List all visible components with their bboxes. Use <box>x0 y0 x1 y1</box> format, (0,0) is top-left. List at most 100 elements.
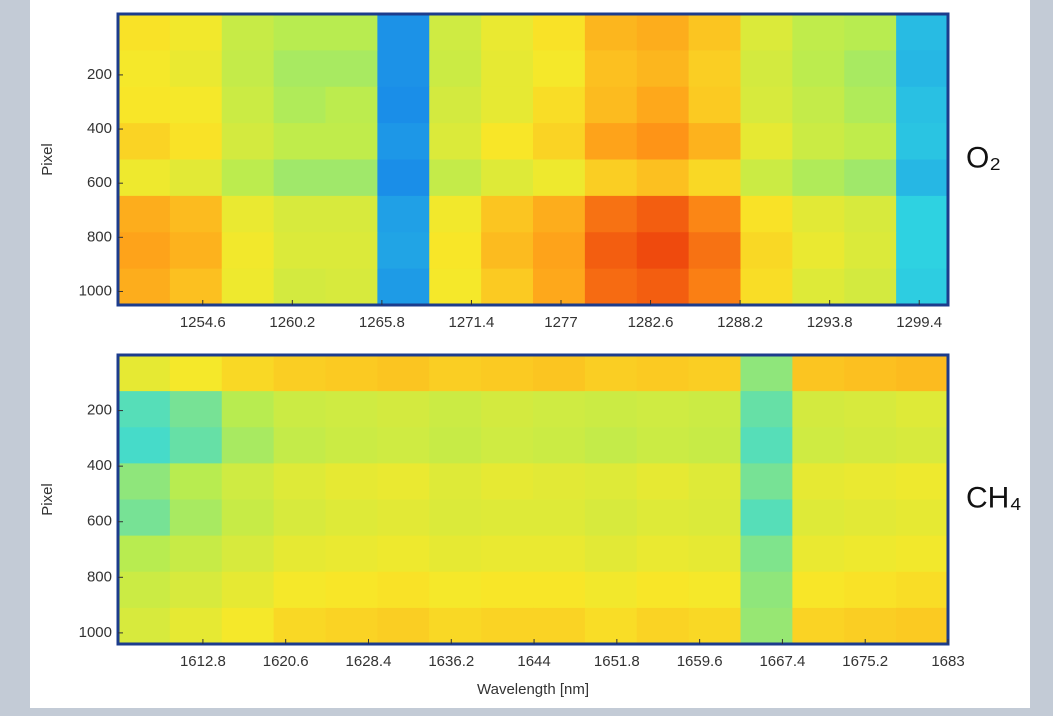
heat-cell <box>844 268 897 306</box>
heat-cell <box>221 535 275 573</box>
heat-cell <box>325 499 378 537</box>
heat-cell <box>896 607 949 645</box>
heat-cell <box>169 195 223 233</box>
heat-cell <box>429 195 482 233</box>
heat-cell <box>740 123 793 160</box>
heat-cell <box>896 159 949 197</box>
heat-cell <box>844 195 897 233</box>
heat-cell <box>221 355 275 392</box>
heat-cell <box>429 355 482 392</box>
heat-cell <box>325 463 378 500</box>
heat-cell <box>377 571 430 609</box>
heat-cell <box>740 571 793 609</box>
heat-cell <box>169 159 223 197</box>
heat-cell <box>636 427 690 464</box>
heat-cell <box>844 391 897 428</box>
heat-cell <box>533 232 586 270</box>
heat-cell <box>221 268 275 306</box>
heat-cell <box>481 607 534 645</box>
annotation: CH₄ <box>966 481 1022 514</box>
x-tick-label: 1265.8 <box>359 314 405 331</box>
heat-cell <box>481 427 534 464</box>
heat-cell <box>118 159 171 197</box>
heat-cell <box>844 86 897 124</box>
heat-cell <box>221 571 275 609</box>
heat-cell <box>636 14 690 51</box>
heat-cell <box>636 607 690 645</box>
x-tick-label: 1683 <box>931 653 964 670</box>
heat-cell <box>896 535 949 573</box>
heat-cell <box>169 50 223 88</box>
heat-cell <box>636 268 690 306</box>
heat-cell <box>896 268 949 306</box>
heat-cell <box>169 232 223 270</box>
heat-cell <box>584 123 638 160</box>
heat-cell <box>792 14 845 51</box>
heat-cell <box>481 571 534 609</box>
heat-cell <box>273 195 326 233</box>
heat-cell <box>221 391 275 428</box>
heat-cell <box>533 50 586 88</box>
heat-cell <box>273 232 326 270</box>
x-tick-label: 1644 <box>517 653 550 670</box>
heat-cell <box>325 427 378 464</box>
heat-cell <box>169 86 223 124</box>
heat-cell <box>169 123 223 160</box>
heat-cell <box>429 607 482 645</box>
heat-cell <box>325 123 378 160</box>
heat-cell <box>429 427 482 464</box>
heat-cell <box>792 123 845 160</box>
heat-cell <box>377 499 430 537</box>
heat-cell <box>636 86 690 124</box>
heat-cell <box>844 463 897 500</box>
heat-cell <box>844 232 897 270</box>
heat-cell <box>896 391 949 428</box>
heat-cell <box>221 123 275 160</box>
heat-cell <box>896 195 949 233</box>
x-tick-label: 1612.8 <box>180 653 226 670</box>
heat-cell <box>740 232 793 270</box>
heat-cell <box>896 571 949 609</box>
heat-cell <box>169 571 223 609</box>
heat-cell <box>118 50 171 88</box>
heat-cell <box>377 159 430 197</box>
heat-cell <box>896 427 949 464</box>
heat-cell <box>740 355 793 392</box>
heat-cell <box>740 391 793 428</box>
heat-cell <box>896 14 949 51</box>
heat-cell <box>273 86 326 124</box>
heat-cell <box>740 499 793 537</box>
heat-cell <box>533 159 586 197</box>
x-tick-label: 1299.4 <box>896 314 942 331</box>
heat-cell <box>688 50 741 88</box>
heat-cell <box>533 571 586 609</box>
heat-cell <box>481 50 534 88</box>
heat-cell <box>169 607 223 645</box>
heat-cell <box>688 355 741 392</box>
heat-cell <box>533 535 586 573</box>
heat-cell <box>792 232 845 270</box>
heat-cell <box>636 499 690 537</box>
heat-cell <box>844 607 897 645</box>
heat-cell <box>740 535 793 573</box>
y-tick-label: 600 <box>87 174 112 191</box>
heat-cell <box>740 195 793 233</box>
heat-cell <box>533 86 586 124</box>
heat-cell <box>584 571 638 609</box>
heat-cell <box>636 391 690 428</box>
heat-cell <box>118 86 171 124</box>
heat-cell <box>325 50 378 88</box>
heat-cell <box>688 86 741 124</box>
heat-cell <box>377 232 430 270</box>
heat-cell <box>377 391 430 428</box>
heat-cell <box>584 499 638 537</box>
heat-cell <box>377 463 430 500</box>
heat-cell <box>481 535 534 573</box>
heat-cell <box>792 355 845 392</box>
heat-cell <box>169 268 223 306</box>
heat-cell <box>273 123 326 160</box>
heat-cell <box>584 607 638 645</box>
heat-cell <box>273 571 326 609</box>
